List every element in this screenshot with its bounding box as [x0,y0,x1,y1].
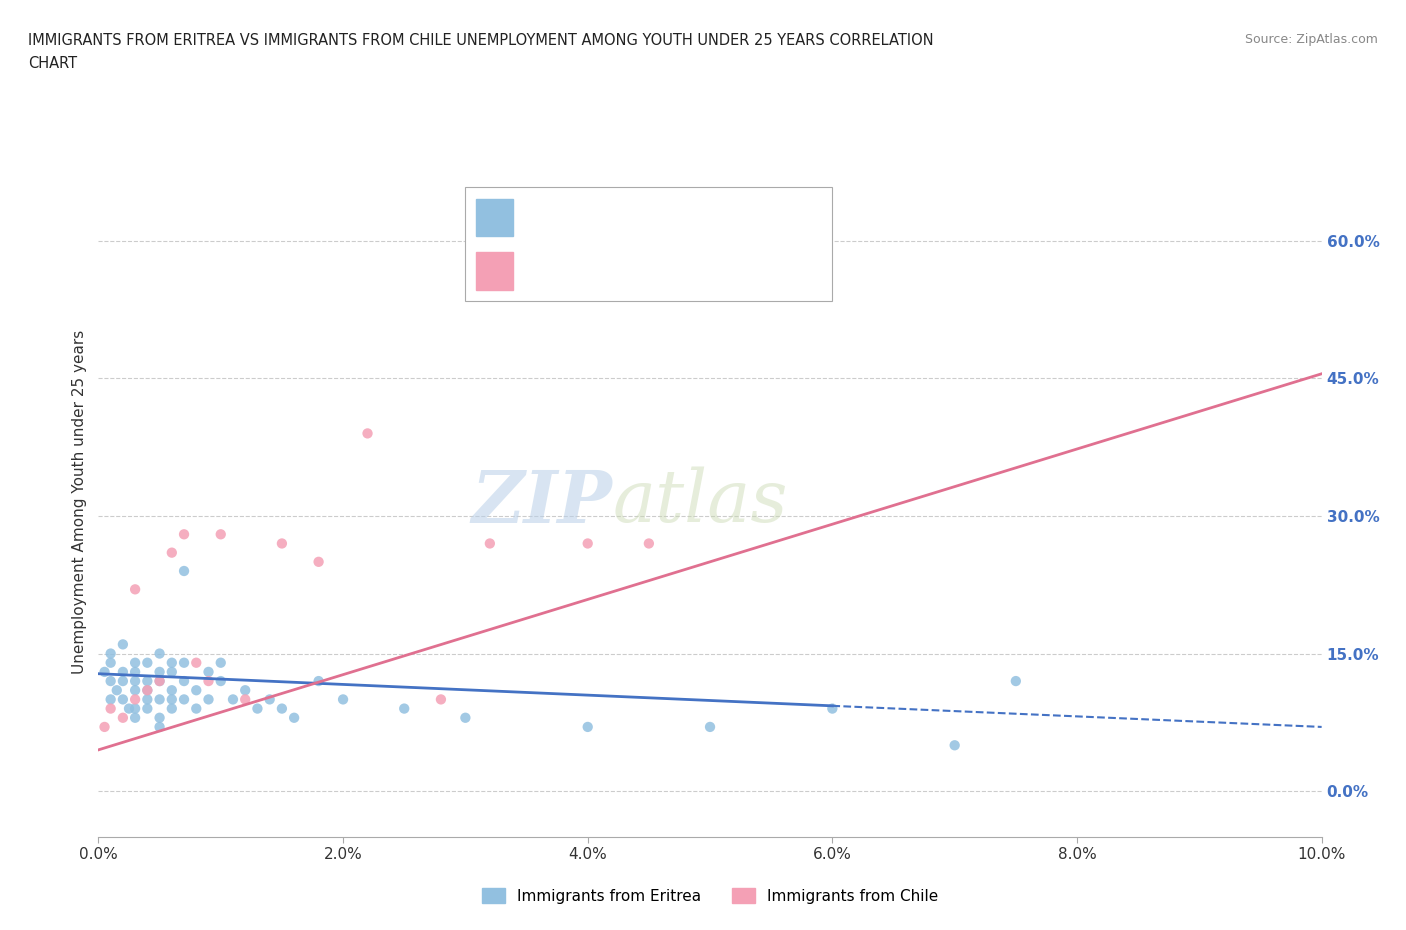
Point [246,701,269,716]
Point [105,683,128,698]
Point [160,701,183,716]
Point [149,673,172,688]
Point [576,536,599,551]
Point [136,683,159,698]
Point [197,692,219,707]
Point [209,656,232,671]
Point [576,720,599,735]
Point [209,527,232,542]
Text: ZIP: ZIP [471,467,612,538]
Point [124,711,146,725]
Point [478,536,501,551]
Point [332,692,354,707]
Point [160,664,183,679]
Point [100,646,122,661]
Legend: Immigrants from Eritrea, Immigrants from Chile: Immigrants from Eritrea, Immigrants from… [475,882,945,910]
Point [111,692,134,707]
Point [233,683,256,698]
Point [100,656,122,671]
Point [93,664,115,679]
Point [222,692,245,707]
Point [160,545,183,560]
Point [308,673,330,688]
Text: Source: ZipAtlas.com: Source: ZipAtlas.com [1244,33,1378,46]
Point [637,536,661,551]
Point [186,701,208,716]
Point [759,279,782,294]
Point [111,673,134,688]
Y-axis label: Unemployment Among Youth under 25 years: Unemployment Among Youth under 25 years [72,330,87,674]
Point [149,646,172,661]
Point [136,683,159,698]
Point [160,692,183,707]
Point [270,536,292,551]
Text: atlas: atlas [612,467,787,538]
Point [943,737,966,752]
Point [149,673,172,688]
Point [308,554,330,569]
Point [173,527,195,542]
Point [124,683,146,698]
Text: IMMIGRANTS FROM ERITREA VS IMMIGRANTS FROM CHILE UNEMPLOYMENT AMONG YOUTH UNDER : IMMIGRANTS FROM ERITREA VS IMMIGRANTS FR… [28,33,934,47]
Point [124,656,146,671]
Point [821,701,844,716]
Point [124,701,146,716]
Point [186,683,208,698]
Point [160,683,183,698]
Point [136,656,159,671]
Point [124,664,146,679]
Point [124,673,146,688]
Point [111,664,134,679]
Point [93,720,115,735]
Point [283,711,305,725]
Point [356,426,378,441]
Point [197,673,219,688]
Point [430,692,453,707]
Point [173,673,195,688]
Point [270,701,292,716]
Text: CHART: CHART [28,56,77,71]
Point [136,692,159,707]
Point [149,664,172,679]
Point [124,582,146,597]
Point [699,720,721,735]
Point [100,692,122,707]
Point [149,711,172,725]
Point [173,656,195,671]
Point [124,692,146,707]
Point [173,692,195,707]
Point [186,656,208,671]
Point [111,711,134,725]
Point [233,692,256,707]
Point [136,673,159,688]
Point [259,692,281,707]
Point [118,701,141,716]
Point [100,673,122,688]
Point [149,720,172,735]
Point [197,664,219,679]
Point [160,656,183,671]
Point [100,701,122,716]
Point [392,701,416,716]
Point [209,673,232,688]
Point [1004,673,1026,688]
Point [136,701,159,716]
Point [149,692,172,707]
Point [173,564,195,578]
Point [111,637,134,652]
Point [454,711,477,725]
